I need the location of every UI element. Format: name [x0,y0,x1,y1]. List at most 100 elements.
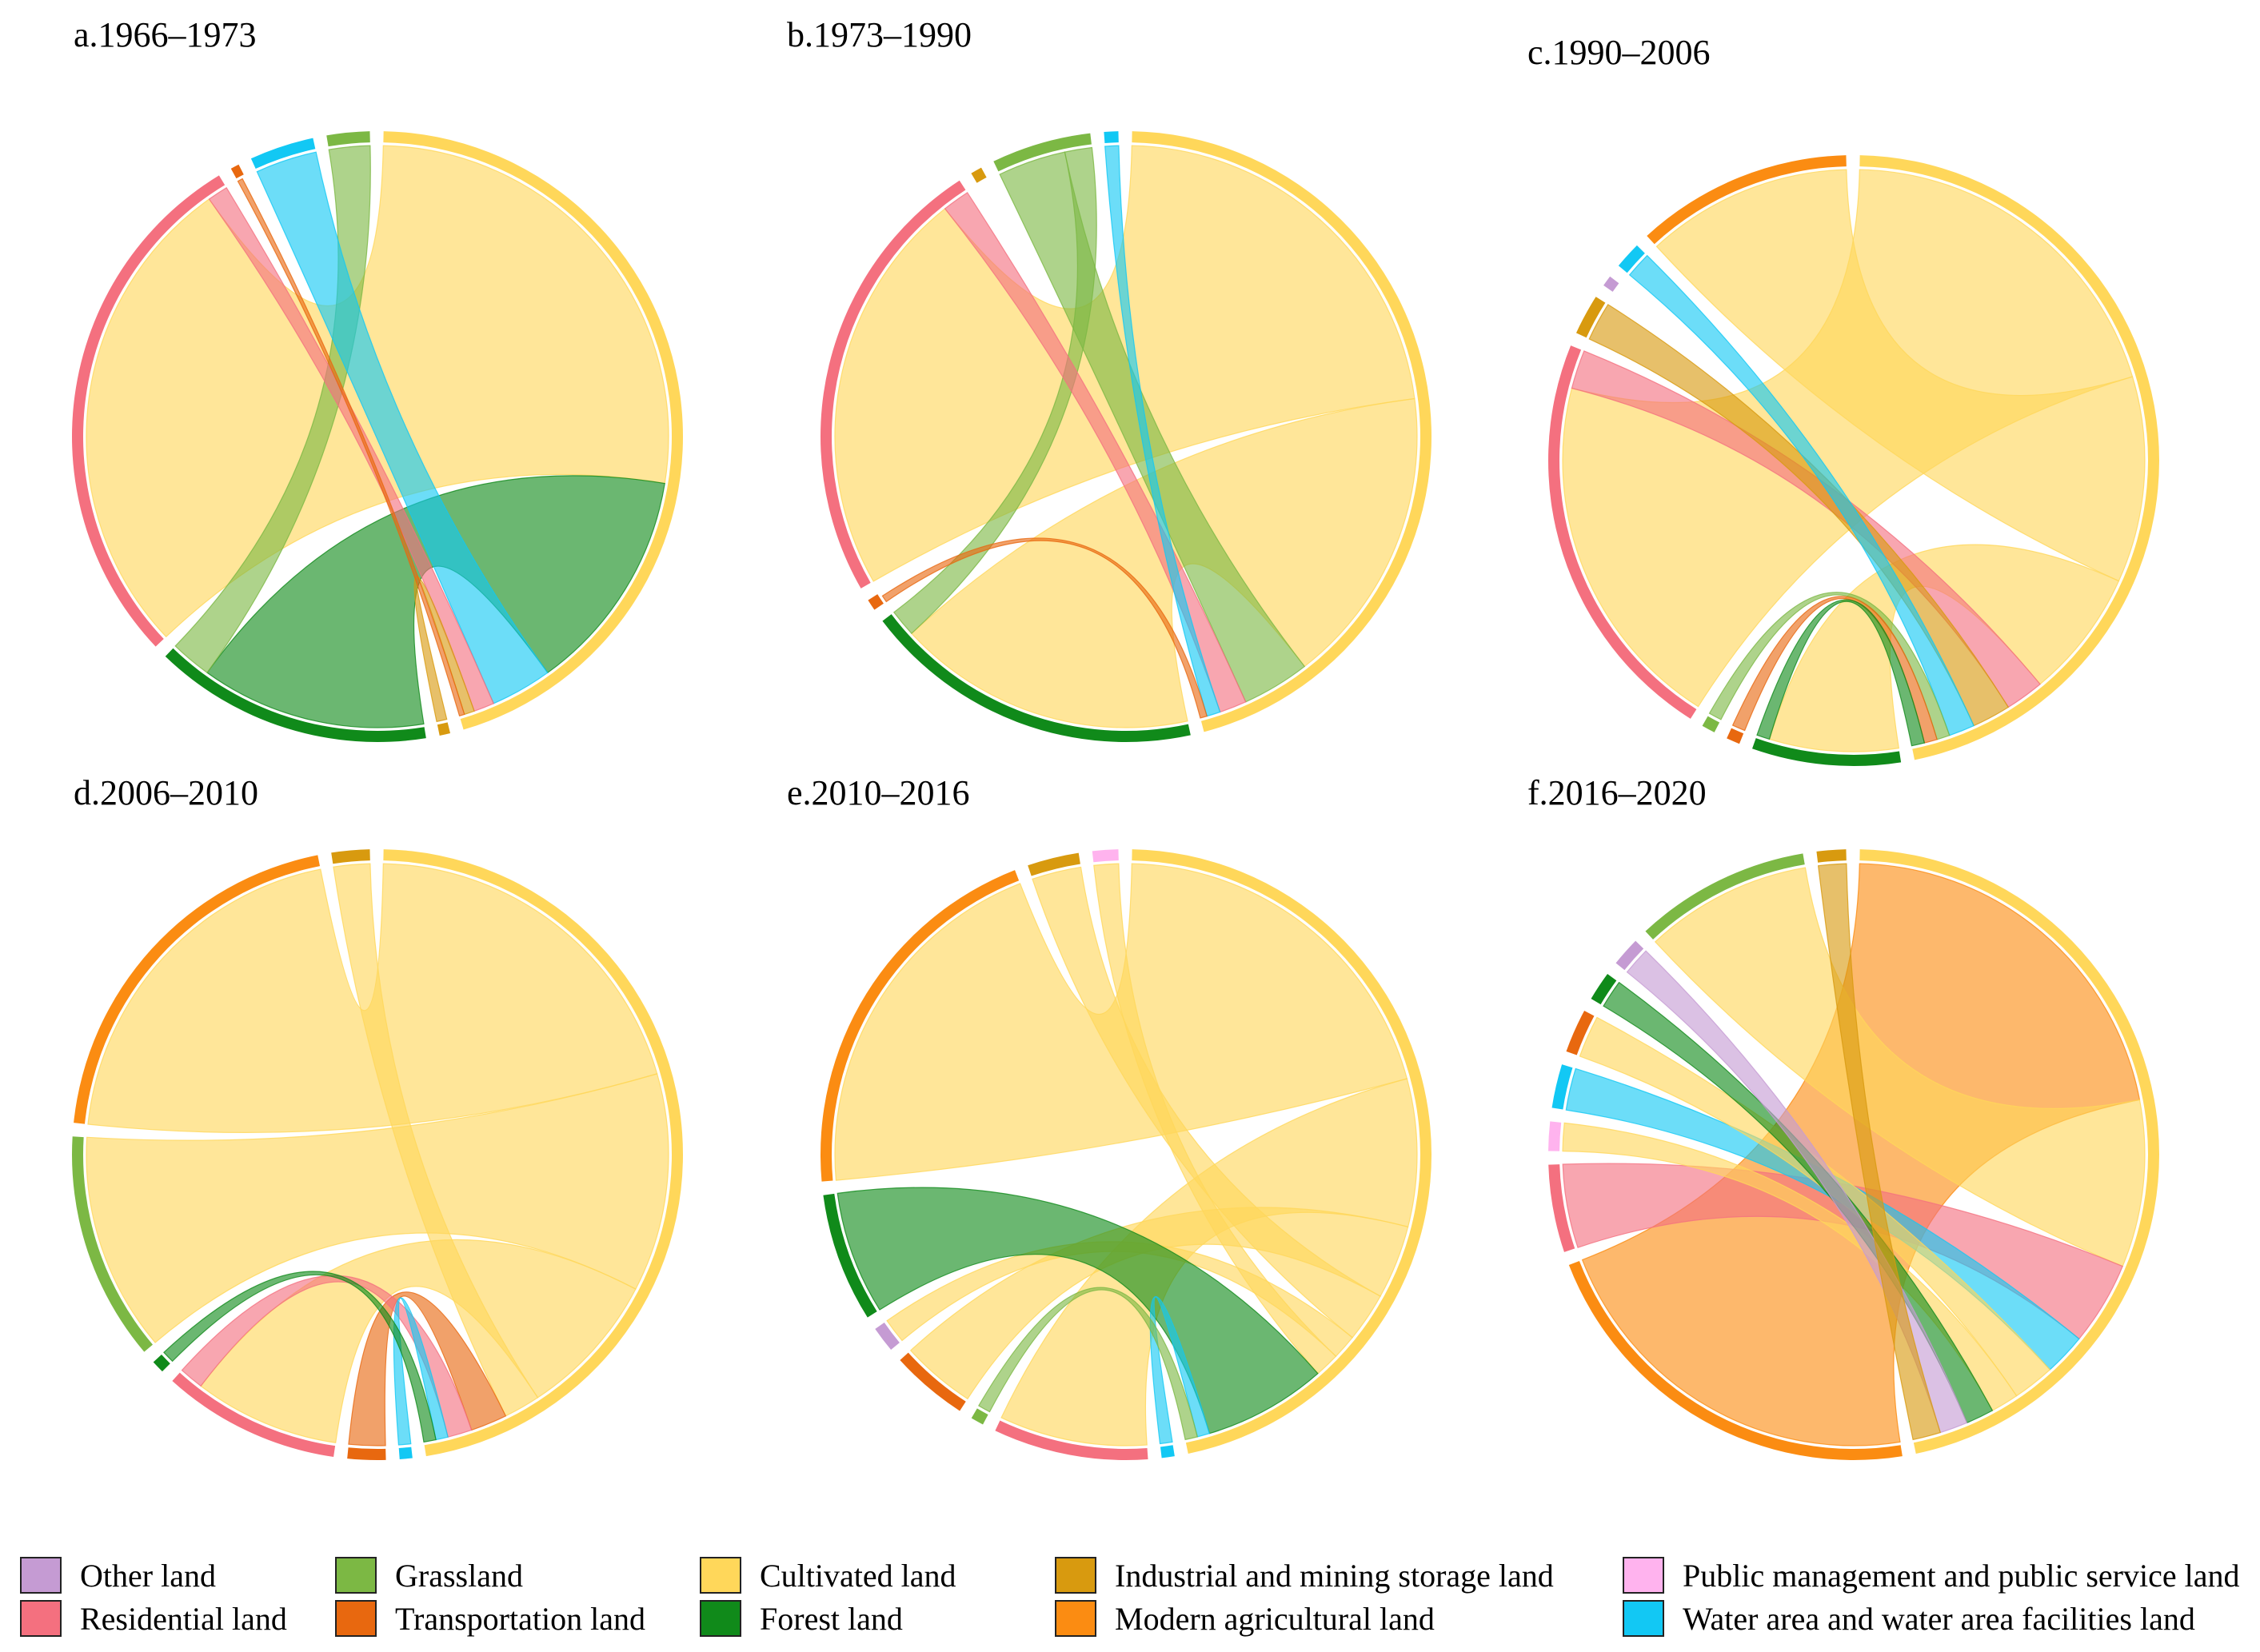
sector-arc-industrial [437,722,451,736]
sector-arc-public [1092,849,1119,863]
chord-panel-1: a.1966–1973 [72,15,684,742]
sector-arc-residential [1548,345,1697,719]
sector-arc-modern [1647,155,1847,245]
legend: Other land Residential land Grassland Trans… [20,1557,2239,1637]
chord-ribbon-cultivated-to-modern [1655,169,2146,582]
chord-ribbon-cultivated-to-industrial [333,863,539,1417]
sector-arc-grassland [1645,853,1805,940]
sector-arcs [821,131,1431,742]
legend-label: Other land [80,1558,216,1594]
chord-ribbon-cultivated-to-public [1093,863,1337,1375]
legend-item-residential: Residential land [20,1600,287,1637]
ribbons [1562,863,2146,1446]
chord-ribbon-transportation-to-cultivated [881,537,1208,719]
sector-arc-residential [995,1420,1148,1461]
sector-arc-industrial [971,167,987,183]
legend-swatch [1055,1557,1096,1594]
legend-item-modern: Modern agricultural land [1055,1600,1435,1637]
legend-swatch [1055,1600,1096,1637]
sector-arc-forest [1752,738,1902,766]
legend-label: Industrial and mining storage land [1115,1558,1554,1594]
sector-arc-grassland [326,131,370,147]
chord-panel-4: d.2006–2010 [72,773,684,1460]
ribbons [1562,169,2146,752]
legend-swatch [1623,1600,1664,1637]
panel-title: f.2016–2020 [1527,773,1707,812]
sector-arc-transportation [230,164,244,179]
legend-item-other: Other land [20,1557,216,1594]
chord-ribbon-residential-to-cultivated [1562,1163,2123,1340]
sector-arc-other [875,1322,900,1351]
chord-ribbon-forest-to-cultivated [163,1271,437,1443]
panel-title: d.2006–2010 [74,773,258,812]
sector-arc-industrial [1028,852,1080,876]
sector-arc-water [1618,245,1645,273]
chord-panel-5: e.2010–2016 [787,773,1432,1461]
sector-arc-forest [165,648,426,742]
chord-ribbon-cultivated-to-transportation [1579,1016,2051,1397]
panel-title: e.2010–2016 [787,773,970,812]
sector-arc-transportation [868,594,884,610]
chord-ribbon-water-to-cultivated [1104,145,1221,717]
chord-ribbon-water-to-cultivated [256,151,549,704]
chord-ribbon-grassland-to-cultivated [978,1287,1199,1441]
sector-arc-water [1104,131,1119,143]
legend-label: Cultivated land [760,1558,956,1594]
chord-ribbon-water-to-cultivated [1628,254,1975,736]
sector-arc-other [1603,276,1619,292]
chord-panel-3: c.1990–2006 [1527,33,2159,766]
sector-arc-industrial [1575,297,1606,338]
chord-ribbon-cultivated-to-grassland [1654,867,2146,1267]
sector-arc-public [1548,1121,1562,1151]
legend-label: Public management and public service lan… [1683,1558,2239,1594]
chord-ribbon-forest-to-cultivated [837,1187,1319,1435]
ribbons [86,863,669,1446]
sector-arcs [1548,155,2159,766]
sector-arc-forest [153,1355,170,1372]
legend-swatch [700,1600,741,1637]
sector-arc-transportation [1566,1010,1595,1055]
sector-arc-industrial [1816,849,1847,863]
chord-ribbon-forest-to-cultivated [1756,599,1926,747]
legend-label: Forest land [760,1601,903,1637]
legend-swatch [700,1557,741,1594]
sector-arcs [1548,849,2160,1460]
sector-arc-industrial [331,849,370,864]
chord-ribbon-water-to-cultivated [1565,1067,2080,1371]
sector-arc-residential [1548,1164,1575,1252]
sector-arc-forest [1591,974,1617,1005]
chord-ribbon-cultivated-to-grassland [86,1073,669,1343]
legend-label: Transportation land [395,1601,645,1637]
sector-arc-grassland [72,1136,153,1352]
legend-item-industrial: Industrial and mining storage land [1055,1557,1554,1594]
sector-arc-residential [172,1372,336,1458]
sector-arc-other [1615,940,1644,971]
chord-ribbon-water-to-cultivated [393,1297,449,1446]
chord-ribbon-forest-to-cultivated [1603,981,1994,1424]
legend-swatch [20,1557,62,1594]
legend-label: Water area and water area facilities lan… [1683,1601,2195,1637]
sector-arc-water [250,138,316,170]
sector-arc-residential [72,175,226,647]
legend-item-public: Public management and public service lan… [1623,1557,2239,1594]
sector-arc-forest [882,614,1191,742]
chord-ribbon-transportation-to-cultivated [237,178,465,717]
ribbons [834,145,1418,728]
legend-swatch [1623,1557,1664,1594]
chord-ribbon-industrial-to-cultivated [1588,303,2010,727]
legend-label: Grassland [395,1558,523,1594]
sector-arc-modern [1568,1260,1903,1460]
ribbons [834,863,1418,1446]
sector-arc-water [1551,1064,1573,1110]
legend-label: Residential land [80,1601,287,1637]
sector-arc-transportation [1727,728,1744,744]
sector-arc-water [398,1446,413,1459]
sector-arc-grassland [993,133,1092,172]
sector-arc-transportation [347,1447,386,1460]
chord-panel-6: f.2016–2020 [1527,773,2160,1460]
sector-arc-transportation [900,1352,966,1411]
sector-arcs [821,849,1432,1461]
chord-ribbon-residential-to-cultivated [944,191,1247,713]
legend-swatch [20,1600,62,1637]
